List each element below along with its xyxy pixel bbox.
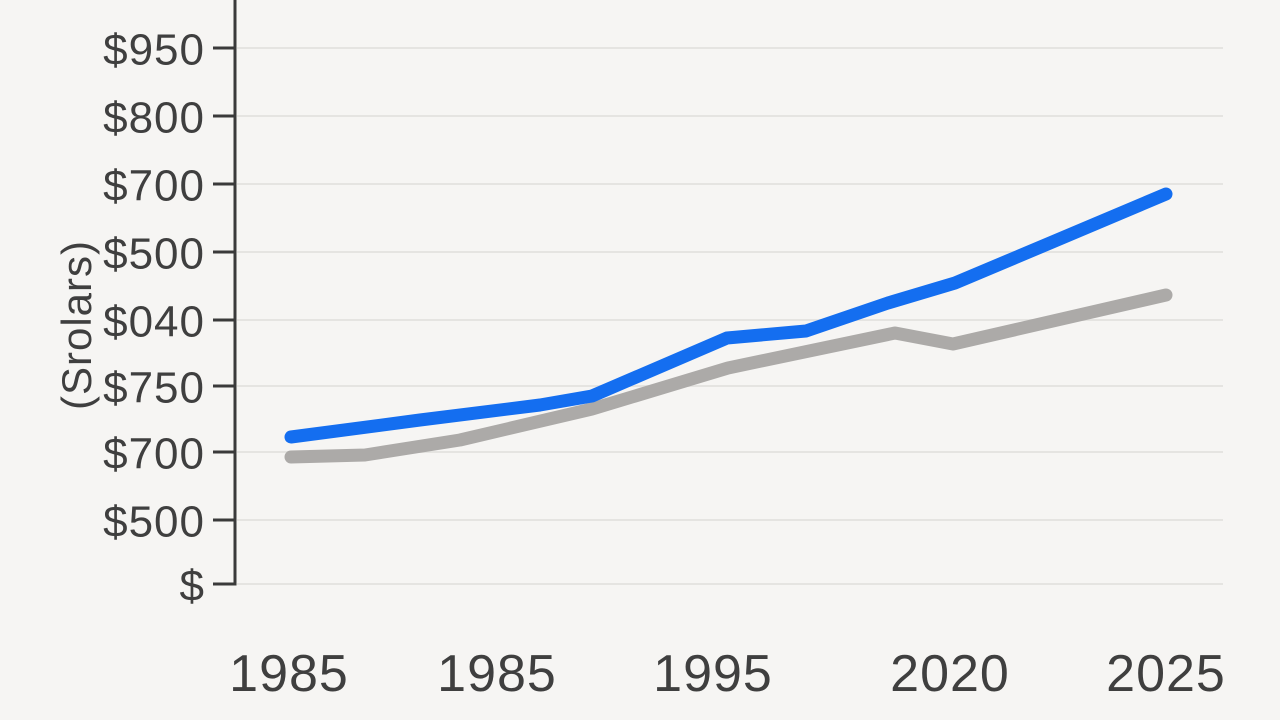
y-tick-label: $800 xyxy=(103,94,205,143)
y-tick-label: $500 xyxy=(103,230,205,279)
y-tick-label: $750 xyxy=(103,364,205,413)
series-gray-line xyxy=(284,288,1173,464)
y-axis-title: (Srolars) xyxy=(53,239,100,411)
y-tick-label: $500 xyxy=(103,498,205,547)
x-tick-label: 1995 xyxy=(653,645,773,703)
x-tick-label: 2020 xyxy=(890,645,1010,703)
y-tick-label: $700 xyxy=(103,162,205,211)
series-blue-line xyxy=(284,187,1173,444)
x-tick-label: 1985 xyxy=(229,645,349,703)
y-tick-label: $950 xyxy=(103,26,205,75)
y-tick-label: $040 xyxy=(103,298,205,347)
y-tick-label: $ xyxy=(180,562,205,611)
y-tick-label: $700 xyxy=(103,430,205,479)
x-tick-label: 1985 xyxy=(437,645,557,703)
x-tick-label: 2025 xyxy=(1106,645,1226,703)
